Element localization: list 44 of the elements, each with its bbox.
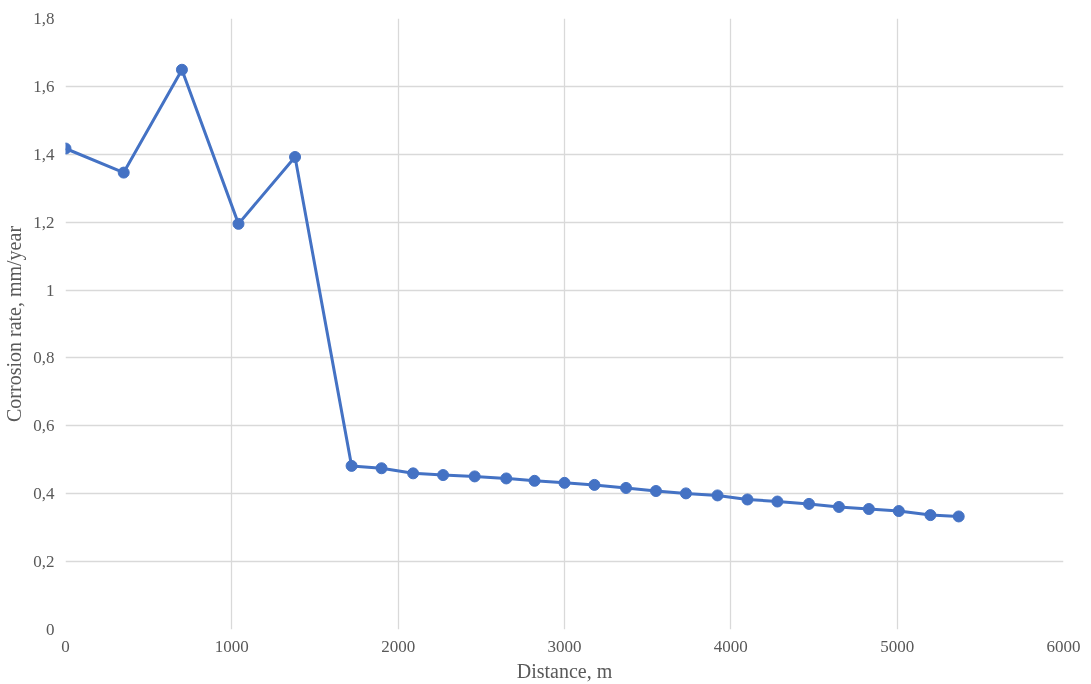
point — [232, 217, 245, 230]
point — [741, 493, 754, 506]
y-tick-label: 0,2 — [33, 552, 55, 572]
x-axis-title: Distance, m — [516, 659, 613, 682]
x-tick-label: 0 — [61, 636, 70, 656]
y-tick-label: 0,6 — [33, 416, 55, 436]
point — [588, 478, 601, 491]
point — [468, 470, 481, 483]
point — [832, 500, 845, 513]
x-tick-label: 5000 — [880, 636, 915, 656]
x-tick-label: 4000 — [713, 636, 748, 656]
y-tick-label: 1,2 — [33, 212, 55, 232]
point — [679, 487, 692, 500]
point — [289, 151, 302, 163]
y-tick-label: 1,8 — [33, 9, 55, 28]
point — [620, 481, 633, 494]
point — [500, 472, 513, 485]
y-tick-label: 0,4 — [33, 484, 55, 504]
point — [407, 467, 420, 480]
point — [649, 485, 662, 497]
point — [771, 495, 784, 508]
point — [528, 474, 541, 487]
point — [558, 476, 571, 489]
point — [437, 469, 450, 482]
y-tick-label: 0,8 — [33, 348, 55, 368]
y-tick-label: 1,6 — [33, 76, 55, 96]
point — [375, 462, 388, 475]
y-tick-label: 1 — [46, 280, 55, 300]
point — [952, 510, 965, 523]
x-tick-label: 3000 — [547, 636, 582, 656]
x-tick-label: 6000 — [1046, 636, 1081, 656]
y-tick-label: 0 — [46, 620, 55, 639]
point — [892, 505, 905, 518]
point — [924, 509, 937, 522]
point — [345, 459, 358, 472]
y-tick-label: 1,4 — [33, 144, 55, 164]
point — [117, 166, 130, 179]
point — [711, 489, 724, 502]
point — [862, 503, 875, 515]
y-axis-title: Corrosion rate, mm/year — [3, 225, 27, 423]
x-tick-label: 2000 — [381, 636, 416, 656]
point — [803, 497, 816, 510]
point — [175, 63, 188, 76]
x-tick-label: 1000 — [214, 636, 249, 656]
